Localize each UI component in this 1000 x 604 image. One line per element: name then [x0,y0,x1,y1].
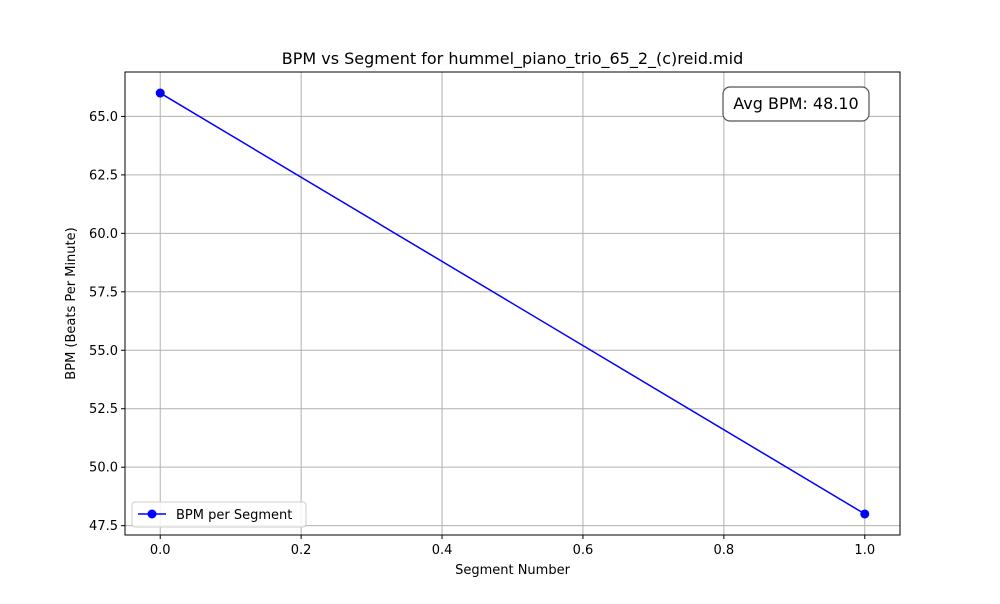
y-tick-label: 62.5 [89,168,118,183]
series-line [159,92,866,515]
grid-layer [125,72,900,535]
avg-bpm-text: Avg BPM: 48.10 [733,94,858,113]
avg-bpm-annotation: Avg BPM: 48.10 [722,86,870,122]
x-tick-label: 0.8 [714,543,735,558]
legend: BPM per Segment [131,501,307,528]
y-tick-label: 50.0 [89,461,118,476]
y-tick-label: 65.0 [89,110,118,125]
x-tick-label: 0.2 [291,543,312,558]
series-layer [155,88,870,519]
y-tick-label: 57.5 [89,285,118,300]
x-ticks: 0.0 0.2 0.4 0.6 0.8 1.0 [150,535,875,558]
chart-title: BPM vs Segment for hummel_piano_trio_65_… [282,49,744,69]
legend-marker-swatch [147,509,157,519]
legend-label: BPM per Segment [176,508,292,523]
x-tick-label: 1.0 [854,543,875,558]
y-tick-label: 52.5 [89,402,118,417]
annotation-box-frame [722,86,870,122]
legend-frame [131,501,307,528]
y-ticks: 47.5 50.0 52.5 55.0 57.5 60.0 62.5 65.0 [89,110,125,534]
x-tick-label: 0.6 [573,543,594,558]
x-tick-label: 0.0 [150,543,171,558]
plot-area-frame [124,71,901,536]
data-point [860,509,870,519]
y-axis-label: BPM (Beats Per Minute) [64,227,79,379]
data-point [155,88,165,98]
y-tick-label: 47.5 [89,519,118,534]
x-axis-label: Segment Number [455,563,571,578]
y-tick-label: 60.0 [89,227,118,242]
x-tick-label: 0.4 [432,543,453,558]
y-tick-label: 55.0 [89,344,118,359]
